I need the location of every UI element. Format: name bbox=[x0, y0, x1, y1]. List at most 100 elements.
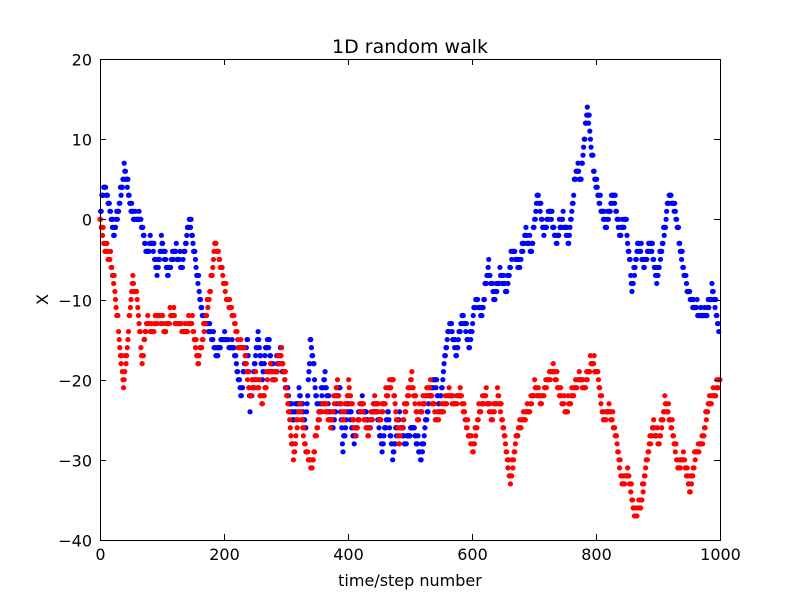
series-1-point bbox=[231, 345, 237, 351]
series-1-point bbox=[160, 240, 166, 246]
series-1-point bbox=[449, 328, 455, 335]
series-2-point bbox=[238, 336, 244, 343]
series-2-point bbox=[207, 288, 213, 295]
series-1-point bbox=[560, 208, 566, 214]
series-2-point bbox=[651, 417, 657, 423]
series-2-point bbox=[163, 328, 169, 335]
series-1-point bbox=[481, 296, 487, 303]
series-1-point bbox=[308, 345, 315, 351]
series-2-point bbox=[133, 288, 140, 295]
series-2-point bbox=[272, 377, 279, 383]
series-1-point bbox=[579, 160, 585, 166]
series-2-point bbox=[124, 345, 130, 351]
series-1-point bbox=[630, 280, 636, 287]
series-2-point bbox=[278, 353, 284, 359]
series-1-point bbox=[601, 208, 607, 214]
series-1-point bbox=[455, 345, 461, 351]
series-2-point bbox=[587, 353, 594, 359]
series-1-point bbox=[588, 144, 594, 150]
series-1-point bbox=[215, 353, 221, 359]
series-2-point bbox=[672, 449, 678, 455]
series-1-point bbox=[603, 224, 610, 230]
series-2-point bbox=[119, 353, 125, 359]
series-2-point bbox=[501, 425, 507, 431]
series-2-point bbox=[274, 369, 280, 375]
series-1-point bbox=[693, 304, 700, 311]
x-axis-label: time/step number bbox=[338, 571, 482, 590]
series-2-point bbox=[125, 336, 131, 343]
series-2-point bbox=[502, 441, 509, 447]
series-1-point bbox=[453, 353, 460, 359]
series-1-point bbox=[180, 256, 186, 263]
series-1-point bbox=[687, 288, 693, 295]
series-1-point bbox=[625, 240, 631, 246]
series-2-point bbox=[641, 481, 647, 487]
series-2-point bbox=[213, 240, 219, 246]
series-1-point bbox=[556, 232, 562, 238]
series-1-point bbox=[207, 320, 213, 327]
series-2-point bbox=[263, 385, 269, 391]
series-2-point bbox=[341, 417, 347, 423]
series-1-point bbox=[386, 425, 393, 431]
series-1-point bbox=[244, 336, 251, 343]
series-2-point bbox=[232, 320, 238, 327]
series-2-point bbox=[120, 385, 127, 391]
series-1-point bbox=[629, 288, 635, 295]
series-1-point bbox=[98, 208, 104, 214]
series-2-point bbox=[124, 353, 130, 359]
series-1-point bbox=[661, 232, 667, 238]
series-1-point bbox=[709, 280, 715, 287]
x-tick-label: 200 bbox=[209, 545, 240, 564]
series-1-point bbox=[253, 353, 259, 359]
series-2-point bbox=[167, 304, 173, 311]
series-1-point bbox=[424, 417, 430, 423]
series-1-point bbox=[566, 232, 572, 238]
series-2-point bbox=[465, 417, 471, 423]
series-1-point bbox=[117, 200, 123, 206]
series-2-point bbox=[576, 369, 582, 375]
series-1-point bbox=[677, 240, 683, 246]
series-1-point bbox=[678, 256, 685, 263]
series-2-point bbox=[347, 393, 354, 399]
series-1-point bbox=[486, 256, 492, 263]
series-2-point bbox=[612, 425, 618, 431]
series-2-point bbox=[127, 304, 133, 311]
series-1-point bbox=[359, 393, 365, 399]
series-1-point bbox=[104, 192, 111, 198]
series-1-point bbox=[190, 240, 196, 246]
series-2-point bbox=[475, 417, 481, 423]
series-1-point bbox=[266, 345, 272, 351]
series-1-point bbox=[326, 393, 332, 399]
series-2-point bbox=[310, 457, 316, 463]
y-tick-label: −20 bbox=[58, 372, 92, 391]
series-1-point bbox=[147, 232, 153, 238]
series-1-point bbox=[125, 176, 131, 182]
series-2-point bbox=[701, 433, 707, 439]
series-1-point bbox=[168, 264, 174, 271]
series-2-point bbox=[226, 296, 233, 303]
series-1-point bbox=[549, 208, 555, 214]
series-1-point bbox=[189, 232, 195, 238]
series-2-point bbox=[665, 401, 672, 407]
series-2-point bbox=[191, 328, 197, 335]
series-2-point bbox=[705, 409, 711, 415]
series-2-point bbox=[613, 433, 620, 439]
series-2-point bbox=[390, 377, 396, 383]
series-2-point bbox=[669, 425, 675, 431]
series-1-point bbox=[321, 377, 328, 383]
series-2-point bbox=[458, 393, 465, 399]
series-1-point bbox=[256, 336, 262, 343]
series-1-point bbox=[663, 216, 669, 222]
series-2-point bbox=[483, 385, 489, 391]
series-2-point bbox=[328, 425, 334, 431]
series-2-point bbox=[292, 449, 298, 455]
series-1-point bbox=[313, 393, 319, 399]
series-2-point bbox=[184, 328, 191, 335]
series-2-point bbox=[640, 489, 646, 495]
series-1-point bbox=[567, 224, 573, 230]
series-1-point bbox=[575, 160, 581, 166]
series-2-point bbox=[684, 465, 690, 471]
series-2-point bbox=[248, 393, 254, 399]
series-1-point bbox=[136, 208, 142, 214]
series-2-point bbox=[538, 401, 545, 407]
